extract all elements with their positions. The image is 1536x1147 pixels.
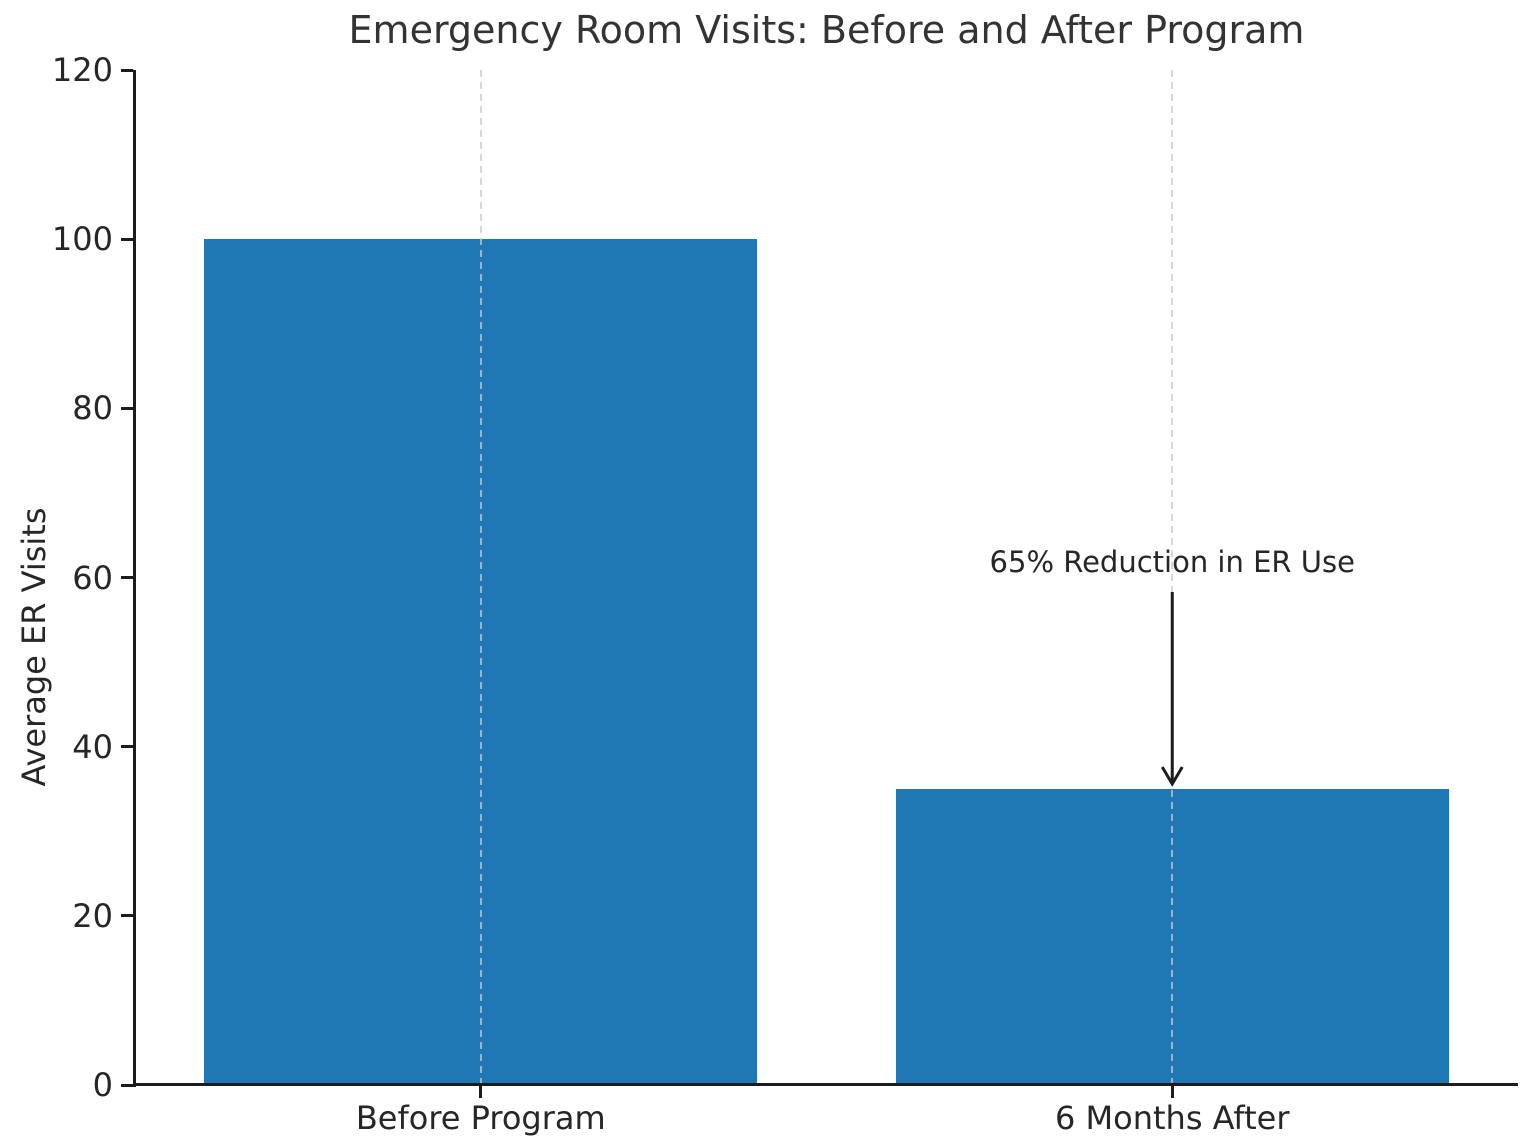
x-tick-mark (1170, 1086, 1174, 1098)
chart-title: Emergency Room Visits: Before and After … (348, 8, 1305, 52)
gridline-6-months-after (1171, 70, 1174, 1085)
y-tick-mark (121, 1083, 133, 1087)
x-tick-label-before-program: Before Program (355, 1099, 606, 1137)
x-axis-spine (133, 1083, 1518, 1086)
y-tick-label-40: 40 (72, 727, 113, 766)
gridline-before-program (479, 70, 482, 1085)
y-tick-mark (121, 406, 133, 410)
y-tick-mark (121, 914, 133, 918)
y-axis-label-text: Average ER Visits (15, 507, 53, 787)
y-tick-mark (121, 237, 133, 241)
x-tick-label-6-months-after: 6 Months After (1054, 1099, 1290, 1137)
y-tick-mark (121, 745, 133, 749)
y-tick-label-0: 0 (92, 1066, 113, 1104)
y-axis-spine (133, 70, 136, 1087)
y-tick-label-60: 60 (72, 558, 113, 597)
y-tick-label-80: 80 (72, 389, 113, 428)
annotation-text: 65% Reduction in ER Use (989, 545, 1355, 579)
y-tick-mark (121, 576, 133, 579)
y-tick-label-20: 20 (72, 896, 113, 935)
plot-area: 65% Reduction in ER Use Before Program 6 … (52, 54, 1518, 1137)
x-tick-mark (479, 1086, 483, 1098)
y-tick-label-120: 120 (51, 51, 113, 89)
y-tick-label-100: 100 (51, 220, 113, 259)
y-tick-mark (121, 68, 133, 72)
